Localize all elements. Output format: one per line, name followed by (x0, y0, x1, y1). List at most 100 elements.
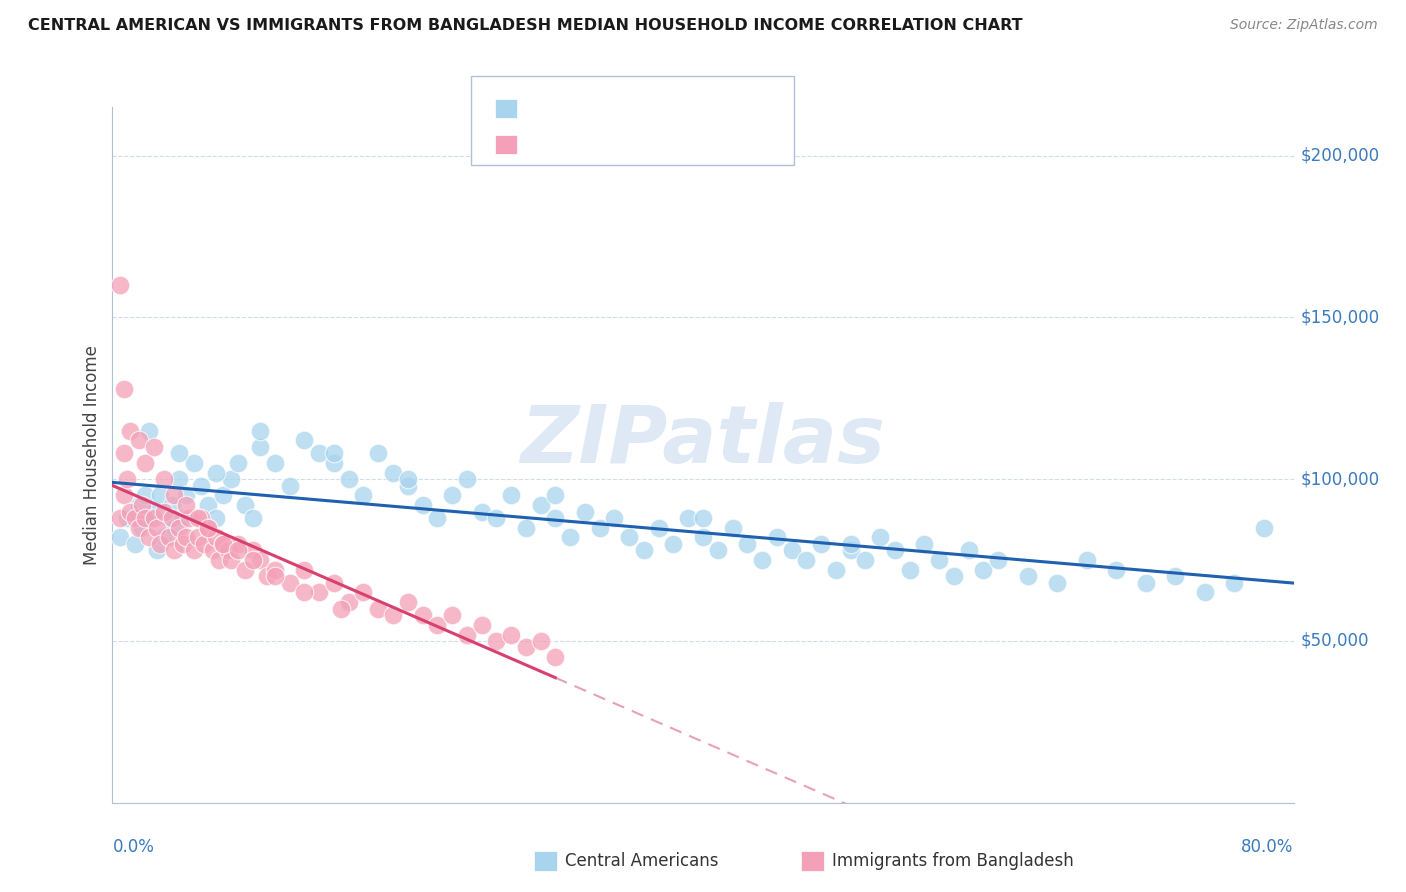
Text: R = -0.297    N = 95: R = -0.297 N = 95 (527, 101, 704, 116)
Point (810, 537, 832, 551)
Text: $50,000: $50,000 (1301, 632, 1369, 650)
Point (796, 553, 818, 567)
Point (108, 511, 131, 525)
Text: ZIPatlas: ZIPatlas (520, 402, 886, 480)
Point (264, 563, 287, 577)
Point (167, 446, 190, 460)
Point (1164, 569, 1187, 583)
Point (1135, 575, 1157, 590)
Point (337, 595, 360, 609)
Point (242, 543, 264, 558)
Point (706, 543, 728, 558)
Point (226, 456, 249, 470)
Point (142, 440, 165, 454)
Point (308, 585, 330, 599)
Point (855, 553, 877, 567)
Point (242, 553, 264, 567)
Point (249, 424, 271, 438)
Point (884, 543, 907, 558)
Text: $200,000: $200,000 (1301, 146, 1379, 165)
Point (124, 537, 146, 551)
Point (278, 575, 301, 590)
Point (264, 569, 287, 583)
Point (441, 608, 464, 623)
Point (1076, 553, 1098, 567)
Point (117, 511, 138, 525)
Point (174, 531, 197, 545)
Point (249, 553, 271, 567)
Point (174, 488, 197, 502)
Point (737, 537, 759, 551)
Text: Source: ZipAtlas.com: Source: ZipAtlas.com (1230, 18, 1378, 32)
Point (308, 446, 330, 460)
Point (205, 511, 228, 525)
Point (233, 498, 256, 512)
Point (692, 531, 714, 545)
Text: CENTRAL AMERICAN VS IMMIGRANTS FROM BANGLADESH MEDIAN HOUSEHOLD INCOME CORRELATI: CENTRAL AMERICAN VS IMMIGRANTS FROM BANG… (28, 18, 1022, 33)
Point (751, 553, 773, 567)
Point (292, 563, 315, 577)
Point (142, 511, 165, 525)
Point (323, 575, 346, 590)
Point (208, 553, 231, 567)
Point (574, 504, 596, 518)
Point (197, 521, 219, 535)
Text: Central Americans: Central Americans (565, 852, 718, 870)
Point (501, 488, 523, 502)
Point (839, 537, 862, 551)
Point (544, 650, 567, 665)
Point (292, 585, 315, 599)
Point (160, 498, 183, 512)
Point (529, 634, 551, 648)
Point (256, 569, 278, 583)
Point (205, 466, 228, 480)
Point (1223, 575, 1246, 590)
Point (193, 537, 215, 551)
Point (153, 531, 176, 545)
Point (146, 521, 169, 535)
Point (721, 521, 744, 535)
Point (163, 543, 186, 558)
Point (323, 446, 346, 460)
Point (146, 543, 169, 558)
Point (470, 617, 494, 632)
Point (249, 440, 271, 454)
Point (160, 511, 183, 525)
Point (197, 521, 219, 535)
Point (163, 488, 186, 502)
Point (138, 424, 160, 438)
Point (647, 521, 671, 535)
Point (167, 521, 190, 535)
Point (619, 531, 641, 545)
Point (485, 511, 508, 525)
Point (411, 608, 433, 623)
Point (226, 543, 249, 558)
Point (330, 601, 353, 615)
Point (183, 543, 205, 558)
Point (264, 456, 287, 470)
Point (780, 543, 803, 558)
Point (456, 627, 478, 641)
Point (973, 563, 995, 577)
Point (174, 498, 197, 512)
Point (149, 488, 172, 502)
Point (839, 543, 862, 558)
Point (928, 553, 950, 567)
Point (278, 478, 301, 492)
Point (337, 472, 360, 486)
Text: Immigrants from Bangladesh: Immigrants from Bangladesh (832, 852, 1074, 870)
Point (179, 511, 201, 525)
Text: $100,000: $100,000 (1301, 470, 1379, 488)
Point (367, 601, 389, 615)
Point (558, 531, 582, 545)
Point (138, 511, 160, 525)
Point (197, 498, 219, 512)
Point (219, 472, 242, 486)
Point (411, 498, 433, 512)
Point (515, 521, 537, 535)
Point (167, 472, 190, 486)
Point (292, 434, 315, 448)
Point (117, 472, 138, 486)
Point (108, 278, 131, 293)
Point (219, 553, 242, 567)
